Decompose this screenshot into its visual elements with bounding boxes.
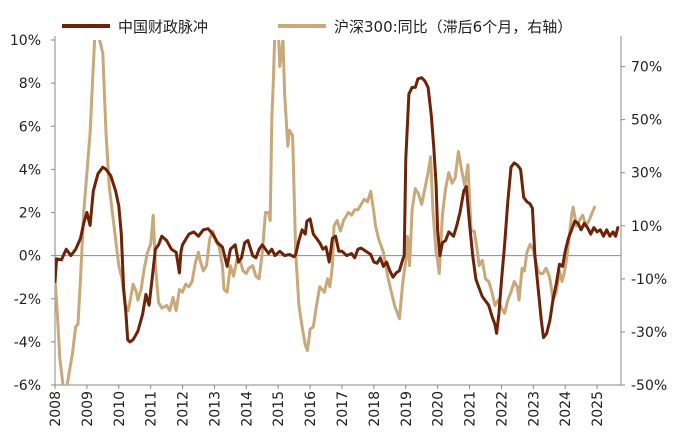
x-tick-label: 2023	[526, 391, 542, 427]
x-tick-label: 2024	[558, 391, 574, 427]
legend-label: 中国财政脉冲	[118, 18, 208, 36]
left-tick-label: 4%	[19, 162, 41, 178]
left-tick-label: 8%	[19, 76, 41, 92]
x-tick-label: 2011	[144, 391, 160, 427]
left-tick-label: -2%	[14, 292, 41, 308]
x-tick-label: 2009	[80, 391, 96, 427]
legend: 中国财政脉冲 沪深300:同比（滞后6个月，右轴）	[62, 18, 572, 36]
right-tick-label: -10%	[631, 272, 667, 288]
x-tick-label: 2021	[463, 391, 479, 427]
x-axis: 2008 2009 2010 2011 2012 2013 2014 2015 2016 2017…	[48, 385, 606, 427]
left-tick-label: -4%	[14, 335, 41, 351]
x-tick-label: 2017	[335, 391, 351, 427]
x-tick-label: 2014	[239, 391, 255, 427]
x-tick-label: 2010	[112, 391, 128, 427]
x-tick-label: 2019	[399, 391, 415, 427]
x-tick-label: 2015	[271, 391, 287, 427]
series-line-fiscal-impulse	[55, 76, 620, 344]
x-tick-label: 2008	[48, 391, 64, 427]
x-tick-label: 2016	[303, 391, 319, 427]
left-tick-label: 2%	[19, 206, 41, 222]
left-axis: 10% 8% 6% 4% 2% 0% -2% -4% -6%	[10, 33, 55, 394]
right-tick-label: 70%	[631, 60, 662, 76]
right-tick-label: -50%	[631, 378, 667, 394]
left-tick-label: 0%	[19, 249, 41, 265]
x-tick-label: 2012	[176, 391, 192, 427]
right-tick-label: 30%	[631, 166, 662, 182]
x-tick-label: 2020	[431, 391, 447, 427]
x-tick-label: 2018	[367, 391, 383, 427]
x-tick-label: 2022	[494, 391, 510, 427]
series-layer	[55, 40, 620, 385]
left-tick-label: -6%	[14, 378, 41, 394]
right-tick-label: 10%	[631, 219, 662, 235]
plot-frame	[54, 36, 622, 386]
series-line-csi300-yoy	[55, 40, 596, 385]
right-tick-label: 50%	[631, 113, 662, 129]
right-tick-label: -30%	[631, 325, 667, 341]
left-tick-label: 6%	[19, 119, 41, 135]
x-tick-label: 2025	[590, 391, 606, 427]
x-tick-label: 2013	[207, 391, 223, 427]
legend-label: 沪深300:同比（滞后6个月，右轴）	[334, 18, 572, 36]
right-axis: 70% 50% 30% 10% -10% -30% -50%	[621, 60, 667, 394]
left-tick-label: 10%	[10, 33, 41, 49]
